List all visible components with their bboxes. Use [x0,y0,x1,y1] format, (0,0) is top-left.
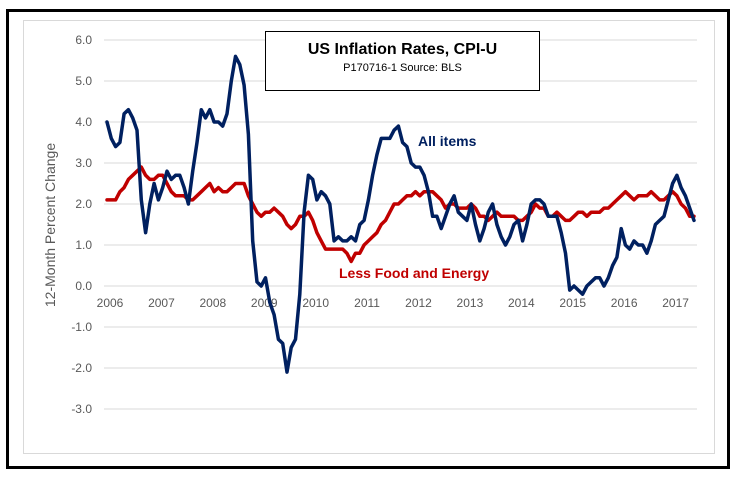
series-line-all-items [105,54,696,374]
y-tick-label: 5.0 [75,74,92,88]
y-tick-label: -1.0 [71,320,92,334]
y-tick-label: 2.0 [75,197,92,211]
x-tick-label: 2016 [611,296,638,310]
chart-area-border [23,20,715,454]
x-tick-label: 2017 [662,296,689,310]
chart-title-box: US Inflation Rates, CPI-U P170716-1 Sour… [265,31,540,91]
x-tick-label: 2006 [97,296,124,310]
x-tick-label: 2010 [302,296,329,310]
y-tick-label: 0.0 [75,279,92,293]
x-tick-label: 2015 [559,296,586,310]
x-tick-label: 2008 [199,296,226,310]
series-label-core: Less Food and Energy [339,265,489,281]
series-label-all-items: All items [418,133,477,149]
series-lines [105,54,696,374]
y-tick-label: 6.0 [75,33,92,47]
x-tick-label: 2013 [457,296,484,310]
chart-title: US Inflation Rates, CPI-U [307,41,498,58]
x-axis-ticks: 2006 2007 2008 2009 2010 2011 2012 2013 2014 2015… [97,296,690,310]
y-tick-label: -2.0 [71,361,92,375]
y-axis-ticks: 6.0 5.0 4.0 3.0 2.0 1.0 0.0 -1.0 -2.0 -3.0 [71,33,92,416]
x-tick-label: 2011 [354,296,380,310]
y-tick-label: 3.0 [75,156,92,170]
x-tick-label: 2014 [508,296,535,310]
chart-subtitle: P170716-1 Source: BLS [343,62,462,74]
y-axis-title: 12-Month Percent Change [42,143,58,307]
y-tick-label: 4.0 [75,115,92,129]
series-line-less-food-energy [105,165,696,264]
x-tick-label: 2007 [148,296,175,310]
x-tick-label: 2012 [405,296,432,310]
chart-outer-border [6,9,730,469]
x-tick-label: 2009 [251,296,278,310]
gridlines [104,39,697,410]
y-tick-label: 1.0 [75,238,92,252]
y-tick-label: -3.0 [71,402,92,416]
